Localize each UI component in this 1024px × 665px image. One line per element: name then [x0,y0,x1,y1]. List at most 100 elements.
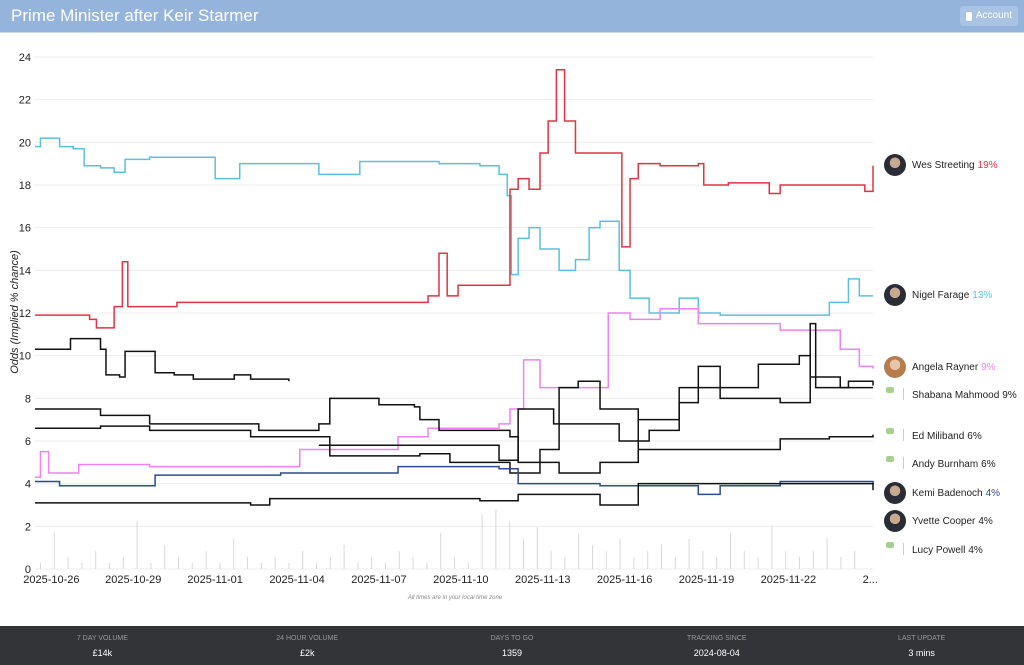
stat-days-to-go: Days to go 1359 [410,626,615,665]
legend-item-yvette-cooper[interactable]: Yvette Cooper 4% [884,510,993,532]
volume-bar [771,527,773,569]
volume-bar [509,521,511,569]
y-tick-label: 18 [19,180,31,192]
timezone-note: All times are in your local time zone [407,595,503,601]
volume-bar [661,545,662,569]
series-line-kemi-badenoch [35,465,874,496]
volume-bar [164,545,166,569]
volume-bar [550,551,552,569]
volume-bar [523,539,524,569]
legend-name: Andy Burnham [912,458,979,470]
legend-name: Wes Streeting [912,159,975,171]
x-tick-label: 2025-11-19 [679,574,734,586]
legend-item-lucy-powell[interactable]: Lucy Powell 4% [884,539,983,561]
legend-name: Angela Rayner [912,361,979,373]
broken-image-icon [884,453,906,475]
volume-bar [647,551,649,569]
stat-24-hour-volume: 24 Hour Volume £2k [205,626,410,665]
volume-bar [785,551,787,569]
volume-bar [371,557,373,569]
avatar [884,154,906,176]
volume-bar [826,539,828,569]
stat-label: Last update [897,635,946,642]
volume-bar [95,551,97,569]
account-button[interactable]: Account [959,6,1018,26]
stat-last-update: Last update 3 mins [819,626,1024,665]
x-tick-label: 2025-11-04 [269,574,324,586]
series-line-nigel-farage [35,137,873,316]
series-line-wes-streeting [35,69,874,329]
volume-bar [81,563,83,569]
broken-image-icon [884,425,906,447]
legend-item-shabana-mahmood[interactable]: Shabana Mahmood 9% [884,384,1017,406]
stats-footer: 7 Day Volume £14k 24 Hour Volume £2k Days … [0,626,1024,665]
volume-bar [329,557,331,569]
y-tick-label: 22 [19,95,31,107]
series-line-angela-rayner [35,307,874,479]
legend-pct: 4% [985,487,1001,499]
y-tick-label: 6 [25,436,31,448]
volume-bar [247,557,248,569]
legend-item-wes-streeting[interactable]: Wes Streeting 19% [884,154,998,176]
volume-bar [633,557,635,569]
volume-bar [578,533,580,569]
volume-bar [688,539,690,569]
broken-image-icon [884,539,906,561]
volume-bar [302,551,304,569]
legend-name: Ed Miliband [912,430,965,442]
database-icon [965,11,972,21]
volume-bar [564,557,566,569]
volume-bar [716,557,718,569]
y-axis-label: Odds (Implied % chance) [9,250,21,374]
x-tick-label: 2025-11-16 [597,574,652,586]
page-title: Prime Minister after Keir Starmer [11,6,259,25]
avatar [884,482,906,504]
legend-name: Nigel Farage [912,289,970,301]
volume-bar [343,545,345,569]
volume-bar [150,563,152,569]
volume-bar [219,563,221,569]
volume-bar [674,557,676,569]
legend-item-kemi-badenoch[interactable]: Kemi Badenoch 4% [884,482,1000,504]
y-tick-label: 0 [25,564,31,576]
legend-name: Shabana Mahmood [912,389,1000,401]
legend-item-ed-miliband[interactable]: Ed Miliband 6% [884,425,982,447]
volume-bar [178,557,179,569]
volume-bar [67,557,69,569]
volume-bar [592,545,593,569]
y-tick-label: 24 [19,52,31,64]
avatar [884,510,906,532]
avatar [884,284,906,306]
volume-bar [743,551,745,569]
x-tick-label: 2025-11-13 [515,574,570,586]
volume-bar [109,563,110,569]
x-tick-label: 2025-10-26 [23,574,79,586]
stat-value: £2k [299,648,315,658]
legend-item-angela-rayner[interactable]: Angela Rayner 9% [884,356,996,378]
volume-bar [757,557,759,569]
y-tick-label: 16 [19,223,31,235]
x-tick-label: 2025-11-07 [351,574,406,586]
volume-bar [398,551,400,569]
volume-bar [205,551,207,569]
legend-pct: 6% [967,430,982,442]
volume-bar [426,563,428,569]
x-tick-label: 2025-10-29 [105,574,161,586]
stat-label: Tracking since [687,635,747,642]
legend-name: Yvette Cooper [912,515,976,527]
volume-bar [122,557,124,569]
volume-bar [440,533,442,569]
legend-item-nigel-farage[interactable]: Nigel Farage 13% [884,284,992,306]
stat-value: 1359 [501,648,522,658]
volume-bar [536,527,538,569]
volume-bar [53,533,55,569]
stat-tracking-since: Tracking since 2024-08-04 [614,626,819,665]
legend-item-andy-burnham[interactable]: Andy Burnham 6% [884,453,996,475]
volume-bar [191,563,193,569]
volume-bar [702,551,704,569]
y-tick-label: 12 [19,308,31,320]
stat-label: 24 Hour Volume [276,635,339,642]
x-tick-label: 2... [863,574,878,586]
volume-bar [357,563,359,569]
volume-bar [40,563,41,569]
